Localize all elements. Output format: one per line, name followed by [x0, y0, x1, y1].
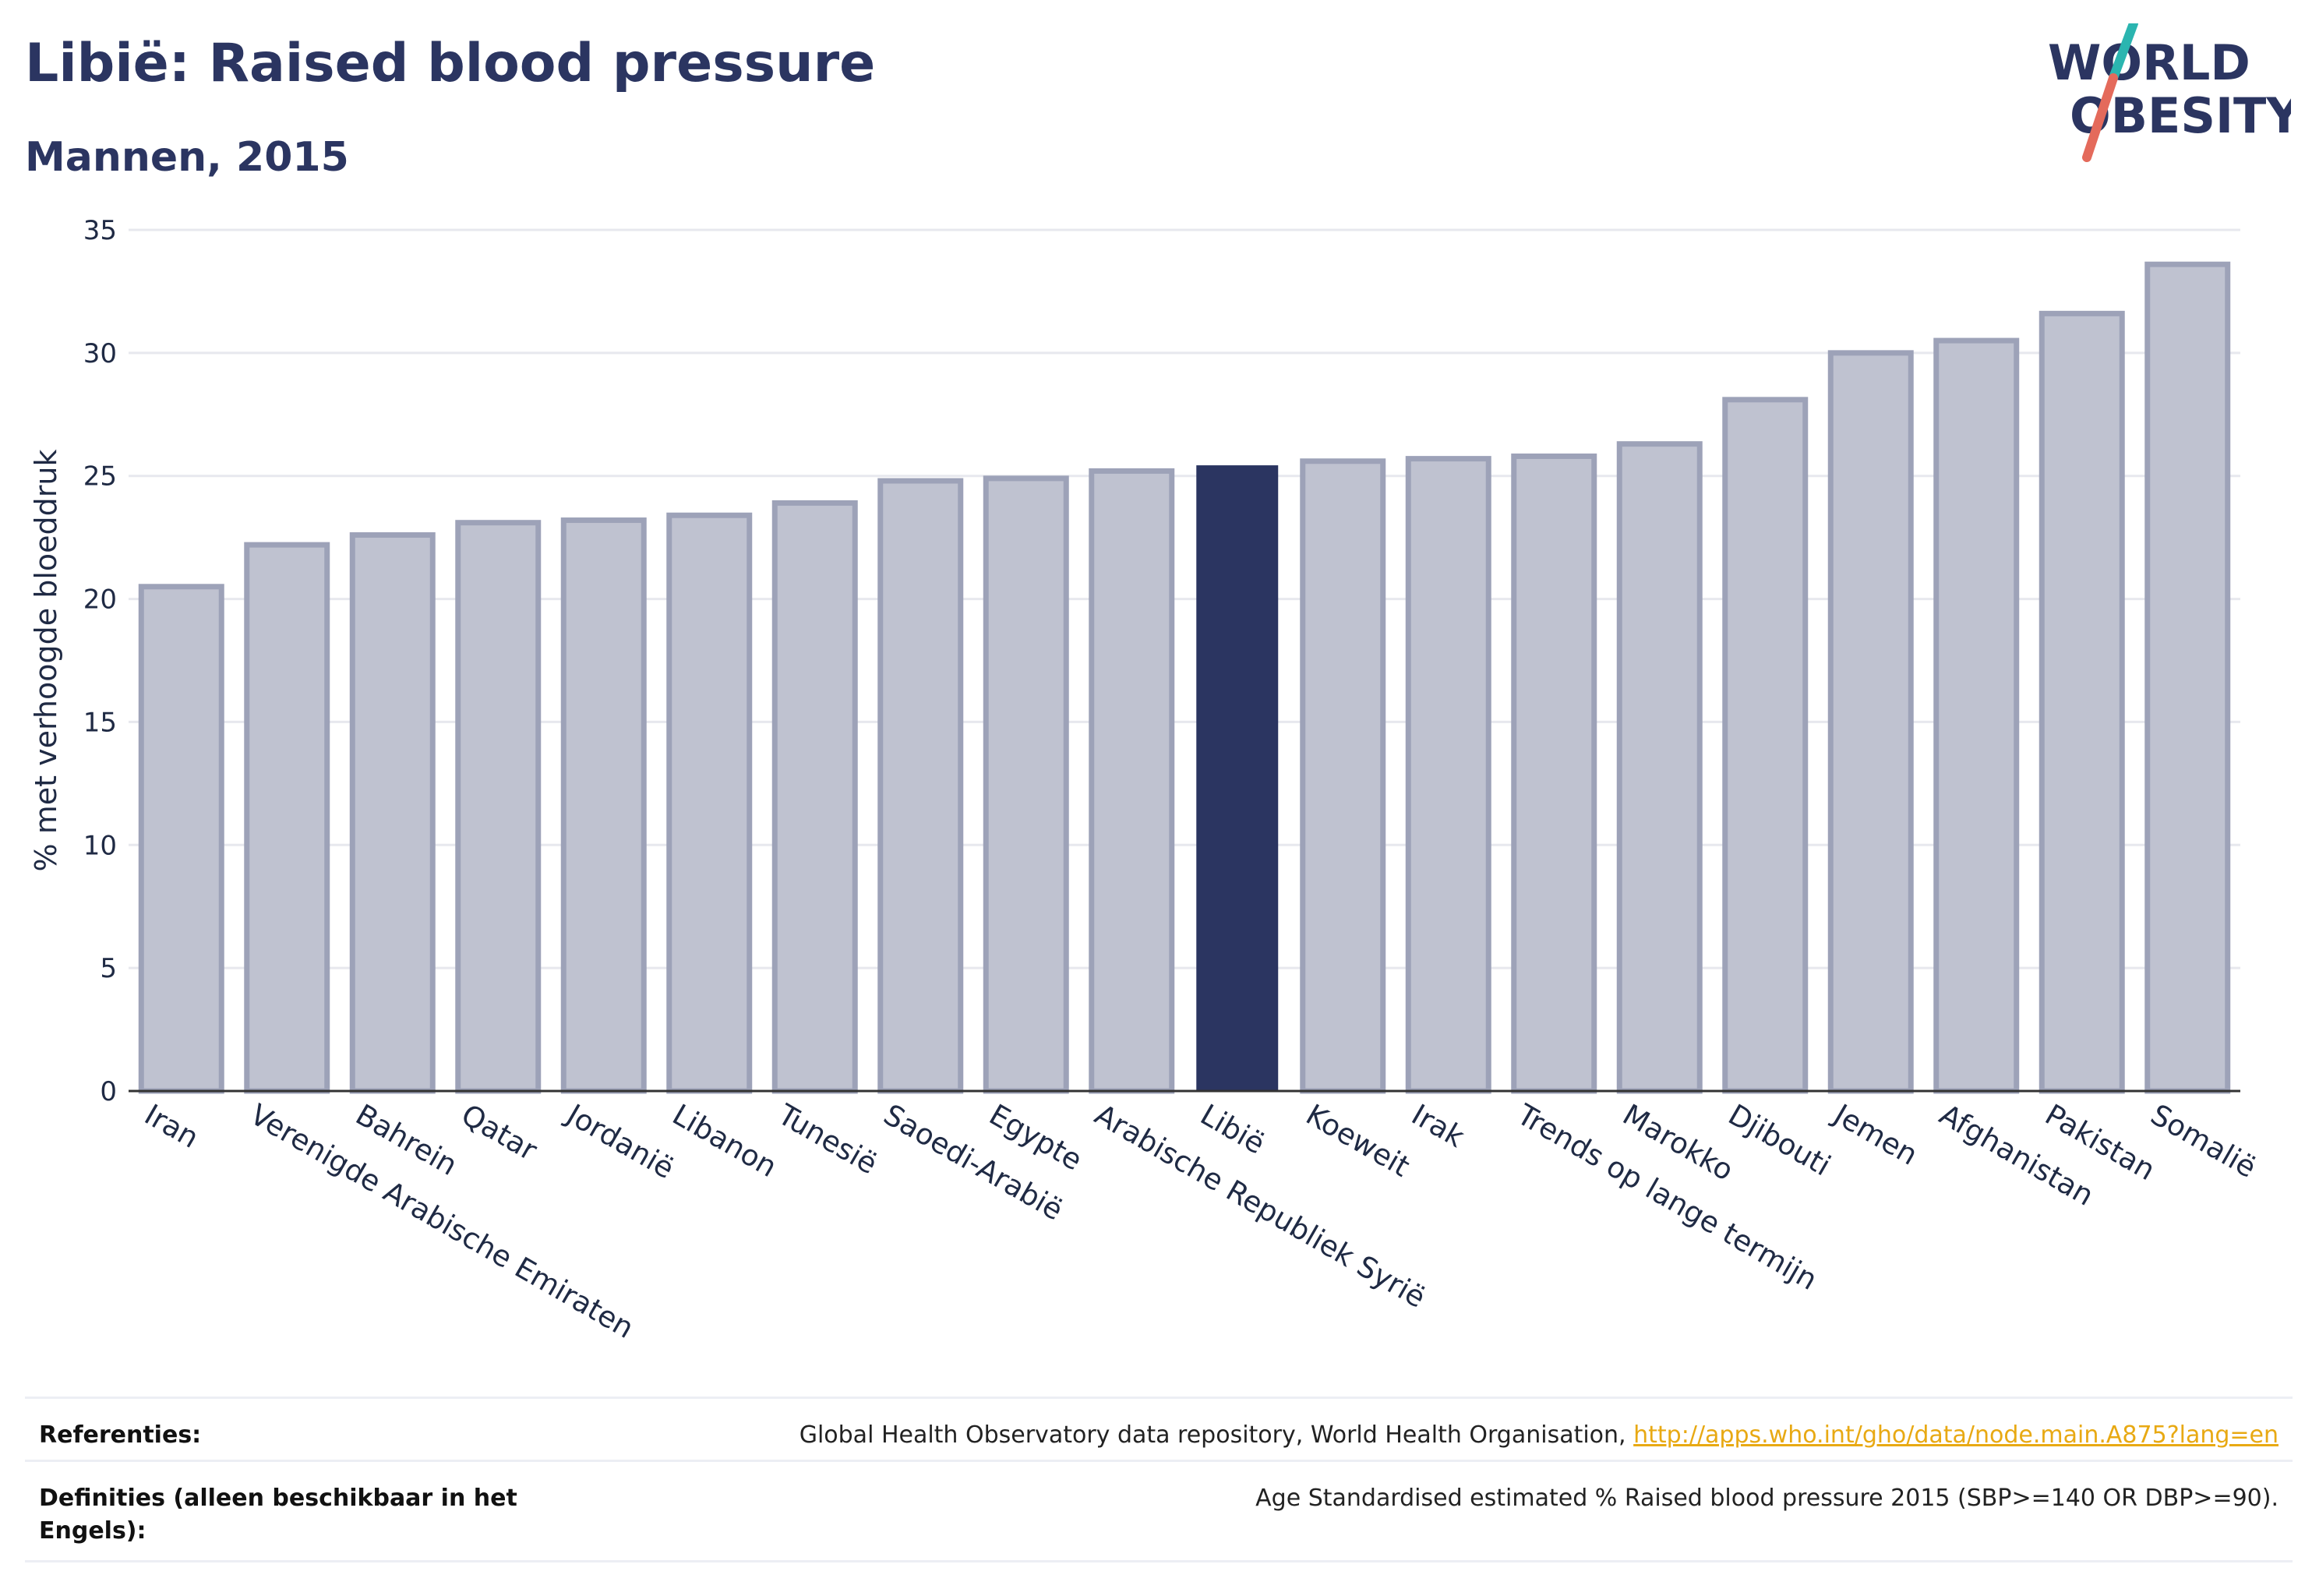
- x-tick-label: Djibouti: [1723, 1098, 1837, 1183]
- x-tick-label: Koeweit: [1301, 1098, 1416, 1184]
- y-axis-label: % met verhoogde bloeddruk: [29, 450, 63, 872]
- bar-bahrein[interactable]: [349, 531, 436, 1094]
- bar-qatar[interactable]: [455, 520, 542, 1094]
- bar-somali-[interactable]: [2144, 261, 2231, 1094]
- y-tick-label: 25: [83, 461, 117, 493]
- references-row: Referenties: Global Health Observatory d…: [25, 1396, 2293, 1460]
- axes: 0 5 10 15 20 25 30 35: [83, 215, 2240, 1107]
- bar-djibouti[interactable]: [1722, 397, 1809, 1094]
- references-link[interactable]: http://apps.who.int/gho/data/node.main.A…: [1633, 1421, 2279, 1449]
- references-label: Referenties:: [39, 1421, 202, 1449]
- logo-line1: WORLD: [2048, 34, 2250, 91]
- definitions-row: Definities (alleen beschikbaar in het En…: [25, 1460, 2293, 1562]
- bar-libanon[interactable]: [666, 512, 753, 1094]
- bars: [138, 261, 2231, 1094]
- bar-saoedi-arabi-[interactable]: [877, 478, 964, 1094]
- x-tick-label: Libanon: [667, 1098, 782, 1185]
- y-tick-label: 35: [83, 215, 117, 246]
- x-tick-label: Saoedi-Arabië: [878, 1098, 1069, 1227]
- bar-egypte[interactable]: [983, 475, 1069, 1094]
- x-tick-label: Irak: [1406, 1098, 1470, 1155]
- bar-chart: 0 5 10 15 20 25 30 35 Iran Verenigde Arabische E…: [29, 215, 2262, 1345]
- x-tick-label: Somalië: [2145, 1098, 2262, 1185]
- x-tick-label: Jordanië: [560, 1097, 680, 1186]
- definitions-value: Age Standardised estimated % Raised bloo…: [1255, 1485, 2279, 1512]
- x-tick-label: Jemen: [1827, 1097, 1924, 1172]
- bar-irak[interactable]: [1405, 456, 1491, 1094]
- bar-marokko[interactable]: [1616, 441, 1703, 1094]
- bar-trends-op-lange-termijn[interactable]: [1511, 453, 1597, 1094]
- category-labels: Iran Verenigde Arabische EmiratenBahreinQ…: [139, 1097, 2261, 1345]
- y-tick-label: 20: [83, 584, 117, 616]
- bar-pakistan[interactable]: [2038, 310, 2125, 1094]
- y-tick-label: 15: [83, 707, 117, 738]
- bar-afghanistan[interactable]: [1933, 337, 2020, 1094]
- x-tick-label: Tunesië: [771, 1097, 883, 1181]
- references-text: Global Health Observatory data repositor…: [799, 1421, 1626, 1449]
- x-tick-label: Libië: [1195, 1098, 1270, 1161]
- bar-libi-[interactable]: [1196, 465, 1279, 1092]
- footer-table: Referenties: Global Health Observatory d…: [25, 1396, 2293, 1562]
- page-subtitle: Mannen, 2015: [25, 134, 349, 181]
- world-obesity-logo: WORLD OBESITY: [2048, 23, 2291, 162]
- bar-koeweit[interactable]: [1300, 458, 1386, 1094]
- x-tick-label: Iran: [139, 1098, 204, 1155]
- bar-verenigde-arabische-emiraten[interactable]: [244, 542, 330, 1094]
- y-tick-label: 30: [83, 338, 117, 369]
- x-tick-label: Qatar: [456, 1098, 543, 1168]
- bar-arabische-republiek-syri-[interactable]: [1089, 468, 1175, 1094]
- logo-slash-teal: [2109, 23, 2138, 83]
- bar-jordani-[interactable]: [560, 517, 647, 1094]
- bar-tunesi-[interactable]: [771, 500, 858, 1094]
- y-tick-label: 0: [100, 1076, 117, 1107]
- bar-iran[interactable]: [138, 584, 224, 1094]
- page-title: Libië: Raised blood pressure: [25, 33, 876, 94]
- grid-lines: [129, 228, 2240, 969]
- y-tick-label: 10: [83, 830, 117, 861]
- bar-jemen[interactable]: [1827, 350, 1914, 1094]
- references-value: Global Health Observatory data repositor…: [800, 1419, 2279, 1452]
- definitions-label: Definities (alleen beschikbaar in het En…: [39, 1485, 517, 1545]
- y-tick-label: 5: [100, 953, 117, 984]
- logo-slash-red: [2082, 73, 2118, 162]
